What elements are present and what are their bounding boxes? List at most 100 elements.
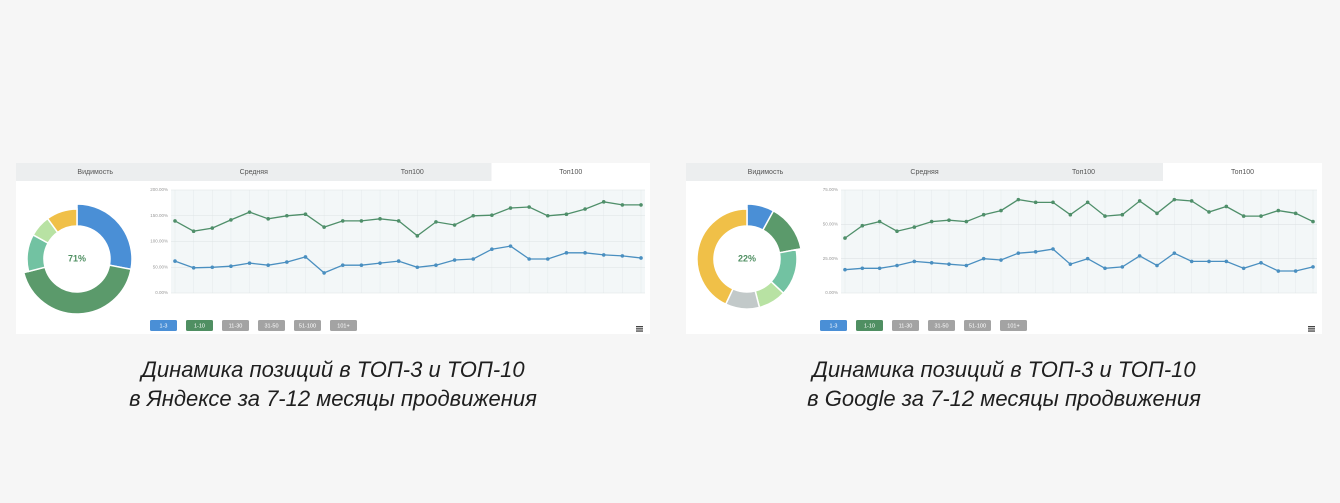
series-point bbox=[210, 265, 215, 270]
tab-label[interactable]: Видимость bbox=[748, 169, 784, 176]
series-point bbox=[1033, 200, 1038, 205]
series-point bbox=[1259, 214, 1263, 218]
series-point bbox=[1068, 262, 1073, 266]
series-point bbox=[860, 223, 865, 228]
menu-icon-bar[interactable] bbox=[1308, 328, 1315, 330]
series-point bbox=[564, 251, 569, 255]
range-button-label[interactable]: 51-100 bbox=[969, 323, 986, 329]
series-point bbox=[191, 265, 196, 270]
series-point bbox=[843, 236, 847, 240]
range-button-label[interactable]: 101+ bbox=[337, 323, 349, 329]
y-tick-label: 25.00% bbox=[823, 256, 838, 261]
series-point bbox=[999, 258, 1003, 262]
series-point bbox=[434, 220, 438, 224]
series-point bbox=[912, 225, 917, 229]
series-point bbox=[1085, 200, 1090, 205]
range-button-label[interactable]: 31-50 bbox=[264, 323, 278, 329]
range-button[interactable] bbox=[820, 320, 847, 331]
range-button-label[interactable]: 31-50 bbox=[934, 323, 948, 329]
donut-segment bbox=[696, 208, 748, 306]
series-point bbox=[173, 219, 177, 223]
tab-label[interactable]: Средняя bbox=[910, 169, 938, 176]
caption-line: Динамика позиций в ТОП-3 и ТОП-10 bbox=[138, 357, 525, 382]
series-point bbox=[378, 261, 382, 265]
tab-label[interactable]: Топ100 bbox=[559, 169, 582, 176]
series-point bbox=[1311, 219, 1315, 224]
series-line bbox=[174, 201, 641, 237]
series-point bbox=[583, 251, 587, 255]
caption-line: в Яндексе за 7-12 месяцы продвижения bbox=[129, 386, 537, 411]
range-button[interactable] bbox=[258, 320, 285, 331]
range-button[interactable] bbox=[892, 320, 919, 331]
series-point bbox=[434, 263, 438, 267]
range-button-label[interactable]: 1-10 bbox=[194, 323, 205, 329]
series-point bbox=[303, 212, 308, 217]
series-point bbox=[1276, 208, 1281, 213]
series-point bbox=[1259, 260, 1263, 265]
series-point bbox=[1155, 211, 1159, 216]
tab-label[interactable]: Топ100 bbox=[1072, 169, 1095, 176]
series-point bbox=[452, 258, 457, 262]
series-point bbox=[415, 234, 420, 238]
series-point bbox=[340, 219, 345, 223]
donut-center-label: 71% bbox=[68, 253, 86, 263]
series-point bbox=[1276, 269, 1281, 273]
tab-label[interactable]: Топ100 bbox=[401, 169, 424, 176]
series-point bbox=[1120, 212, 1125, 217]
range-button[interactable] bbox=[964, 320, 991, 331]
donut-segment bbox=[22, 264, 132, 315]
range-button[interactable] bbox=[150, 320, 177, 331]
active-tab bbox=[491, 163, 650, 181]
range-button-label[interactable]: 51-100 bbox=[299, 323, 316, 329]
series-point bbox=[415, 265, 420, 270]
series-line bbox=[844, 198, 1314, 239]
series-point bbox=[1311, 265, 1315, 269]
range-button-label[interactable]: 101+ bbox=[1007, 323, 1019, 329]
range-button-label[interactable]: 11-30 bbox=[229, 323, 243, 329]
range-button[interactable] bbox=[186, 320, 213, 331]
tab-label[interactable]: Топ100 bbox=[1231, 169, 1254, 176]
range-button-label[interactable]: 11-30 bbox=[899, 323, 913, 329]
y-tick-label: 0.00% bbox=[825, 290, 838, 295]
tab-label[interactable]: Видимость bbox=[77, 169, 113, 176]
series-point bbox=[583, 207, 587, 211]
menu-icon-bar[interactable] bbox=[1308, 330, 1315, 332]
series-point bbox=[1016, 251, 1021, 255]
range-button[interactable] bbox=[222, 320, 249, 331]
series-point bbox=[508, 244, 513, 248]
range-button-label[interactable]: 1-3 bbox=[160, 323, 168, 329]
series-point bbox=[1137, 254, 1142, 258]
series-point bbox=[359, 219, 364, 223]
series-point bbox=[527, 205, 531, 209]
range-button[interactable] bbox=[856, 320, 883, 331]
caption-line: в Google за 7-12 месяцы продвижения bbox=[807, 386, 1201, 411]
series-point bbox=[877, 219, 882, 224]
y-tick-label: 50.00% bbox=[153, 264, 168, 269]
range-button[interactable] bbox=[330, 320, 357, 331]
series-point bbox=[964, 219, 969, 224]
range-button[interactable] bbox=[294, 320, 321, 331]
series-point bbox=[1189, 199, 1194, 203]
series-point bbox=[490, 247, 494, 252]
series-point bbox=[860, 266, 865, 271]
tab-label[interactable]: Средняя bbox=[240, 169, 268, 176]
series-point bbox=[929, 260, 934, 265]
menu-icon-bar[interactable] bbox=[636, 326, 643, 328]
menu-icon-bar[interactable] bbox=[636, 330, 643, 332]
series-point bbox=[452, 223, 457, 227]
active-tab bbox=[1163, 163, 1322, 181]
series-point bbox=[895, 263, 899, 268]
range-button[interactable] bbox=[1000, 320, 1027, 331]
series-point bbox=[1207, 259, 1211, 264]
menu-icon-bar[interactable] bbox=[636, 328, 643, 330]
series-point bbox=[396, 219, 401, 223]
range-button[interactable] bbox=[928, 320, 955, 331]
series-point bbox=[229, 218, 233, 222]
series-point bbox=[620, 254, 625, 258]
series-point bbox=[1051, 247, 1055, 251]
menu-icon-bar[interactable] bbox=[1308, 326, 1315, 328]
range-button-label[interactable]: 1-3 bbox=[830, 323, 838, 329]
range-button-label[interactable]: 1-10 bbox=[864, 323, 875, 329]
